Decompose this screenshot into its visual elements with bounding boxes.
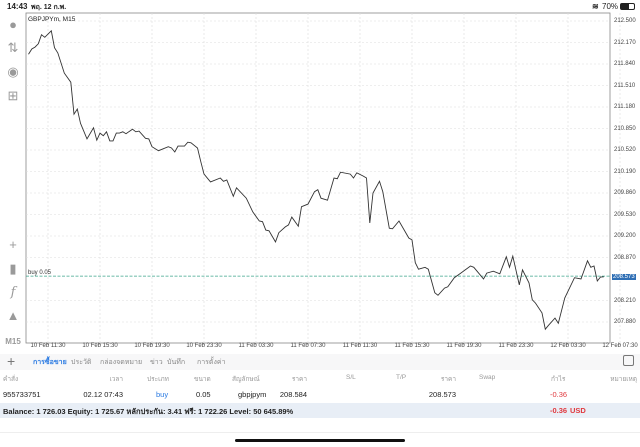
tab-settings[interactable]: การตั้งค่า bbox=[197, 359, 226, 366]
y-tick-label: 211.510 bbox=[614, 82, 636, 89]
order-profit: -0.36 bbox=[550, 390, 568, 399]
col-price: ราคา bbox=[440, 376, 456, 383]
tab-mailbox[interactable]: กล่องจดหมาย bbox=[100, 359, 143, 366]
status-date: พฤ. 12 ก.พ. bbox=[31, 4, 67, 11]
order-open-price: 208.584 bbox=[279, 390, 307, 399]
col-comment: หมายเหตุ bbox=[610, 376, 637, 383]
y-tick-label: 208.210 bbox=[614, 297, 636, 304]
x-tick-label: 11 Feb 19:30 bbox=[446, 343, 482, 349]
col-symbol: สัญลักษณ์ bbox=[232, 376, 260, 383]
y-tick-label: 209.200 bbox=[614, 233, 636, 239]
x-tick-label: 11 Feb 11:30 bbox=[342, 343, 378, 349]
tab-trade[interactable]: การซื้อขาย bbox=[33, 359, 67, 366]
y-tick-label: 210.850 bbox=[614, 125, 636, 132]
candlestick-icon[interactable]: ▮ bbox=[9, 261, 17, 276]
bottom-tab-bar bbox=[0, 354, 640, 370]
timeframe-button[interactable]: M15 bbox=[5, 337, 21, 346]
col-open-price: ราคา bbox=[291, 376, 307, 383]
x-tick-label: 11 Feb 07:30 bbox=[290, 343, 326, 349]
order-size: 0.05 bbox=[196, 390, 211, 399]
x-tick-label: 11 Feb 23:30 bbox=[498, 343, 534, 349]
home-indicator[interactable] bbox=[235, 439, 405, 442]
col-tp: T/P bbox=[396, 374, 407, 381]
col-order: คำสั่ง bbox=[3, 376, 19, 383]
order-line-label: buy 0.05 bbox=[28, 270, 52, 276]
order-type: buy bbox=[156, 390, 169, 399]
tab-journal[interactable]: บันทึก bbox=[167, 359, 186, 366]
col-profit: กำไร bbox=[551, 376, 566, 383]
x-tick-label: 10 Feb 19:30 bbox=[134, 343, 170, 349]
y-tick-label: 212.170 bbox=[614, 39, 636, 46]
x-tick-label: 11 Feb 15:30 bbox=[394, 343, 430, 349]
tab-news[interactable]: ข่าว bbox=[150, 359, 163, 366]
col-sl: S/L bbox=[346, 374, 356, 381]
price-line bbox=[28, 29, 604, 331]
col-swap: Swap bbox=[479, 374, 496, 381]
y-tick-label: 211.180 bbox=[614, 104, 636, 110]
account-summary bbox=[0, 403, 640, 418]
col-size: ขนาด bbox=[194, 376, 211, 383]
current-price-label: 208.573 bbox=[612, 273, 636, 280]
y-tick-label: 212.500 bbox=[614, 18, 636, 24]
order-id: 955733751 bbox=[3, 390, 41, 399]
battery-icon bbox=[620, 3, 635, 10]
y-tick-label: 210.520 bbox=[614, 147, 636, 153]
trade-arrows-icon[interactable]: ⇅ bbox=[7, 40, 19, 55]
chart-symbol-label: GBPJPYm, M15 bbox=[28, 16, 76, 23]
battery-level: 70% bbox=[602, 2, 619, 11]
layout-toggle-icon[interactable] bbox=[623, 355, 634, 366]
col-type: ประเภท bbox=[147, 376, 169, 383]
y-tick-label: 211.840 bbox=[614, 61, 636, 67]
y-tick-label: 208.870 bbox=[614, 254, 636, 261]
chat-icon[interactable]: ◉ bbox=[7, 64, 19, 79]
status-time: 14:43 bbox=[7, 2, 28, 11]
new-order-icon[interactable]: ⊞ bbox=[7, 88, 19, 103]
summary-text: Balance: 1 726.03 Equity: 1 725.67 หลักป… bbox=[3, 407, 294, 416]
crosshair-icon[interactable]: + bbox=[9, 237, 17, 252]
summary-profit: -0.36 bbox=[550, 406, 568, 415]
indicator-f-icon[interactable]: f bbox=[10, 285, 16, 300]
account-icon[interactable]: ● bbox=[9, 17, 17, 32]
y-tick-label: 210.190 bbox=[614, 168, 636, 175]
tab-history[interactable]: ประวัติ bbox=[71, 359, 92, 366]
objects-icon[interactable]: ▲ bbox=[6, 308, 20, 323]
order-time: 02.12 07:43 bbox=[83, 390, 123, 399]
order-symbol: gbpjpym bbox=[238, 390, 267, 399]
x-tick-label: 12 Feb 07:30 bbox=[602, 343, 638, 349]
y-tick-label: 207.880 bbox=[614, 319, 636, 325]
col-time: เวลา bbox=[109, 376, 123, 383]
y-tick-label: 209.530 bbox=[614, 211, 636, 218]
y-tick-label: 209.860 bbox=[614, 190, 636, 196]
x-tick-label: 10 Feb 11:30 bbox=[30, 343, 66, 349]
order-price: 208.573 bbox=[428, 390, 456, 399]
x-tick-label: 10 Feb 15:30 bbox=[82, 343, 118, 349]
wifi-icon: ≋ bbox=[592, 2, 599, 11]
x-tick-label: 10 Feb 23:30 bbox=[186, 343, 222, 349]
summary-currency: USD bbox=[570, 406, 586, 415]
x-tick-label: 12 Feb 03:30 bbox=[550, 343, 586, 349]
divider bbox=[0, 432, 640, 433]
x-tick-label: 11 Feb 03:30 bbox=[238, 343, 274, 349]
plot-area bbox=[25, 12, 611, 344]
price-chart[interactable] bbox=[0, 0, 640, 354]
add-button[interactable]: + bbox=[7, 353, 16, 369]
